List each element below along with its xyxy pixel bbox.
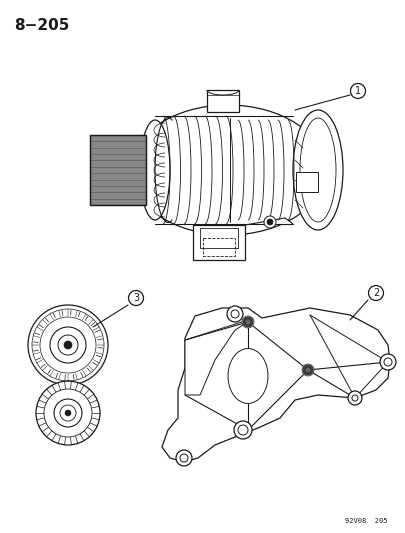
Circle shape: [64, 341, 72, 349]
Circle shape: [237, 425, 247, 435]
Bar: [202, 238, 234, 256]
Bar: [90, 135, 146, 205]
Circle shape: [65, 410, 71, 416]
Circle shape: [266, 219, 272, 225]
Circle shape: [383, 358, 391, 366]
Circle shape: [28, 305, 108, 385]
Bar: [192, 225, 244, 260]
Circle shape: [368, 286, 383, 301]
Circle shape: [128, 290, 143, 305]
Circle shape: [302, 365, 312, 375]
Text: 92V08  205: 92V08 205: [345, 518, 387, 524]
Ellipse shape: [140, 120, 170, 220]
Text: 8−205: 8−205: [14, 18, 69, 33]
Ellipse shape: [228, 349, 267, 403]
Circle shape: [244, 319, 250, 325]
Ellipse shape: [130, 105, 325, 235]
Circle shape: [243, 317, 252, 327]
Circle shape: [58, 335, 78, 355]
Circle shape: [230, 310, 239, 318]
Circle shape: [54, 399, 82, 427]
Circle shape: [60, 405, 76, 421]
Ellipse shape: [292, 110, 342, 230]
Circle shape: [347, 391, 361, 405]
Circle shape: [351, 395, 357, 401]
Circle shape: [36, 381, 100, 445]
Circle shape: [301, 364, 313, 376]
Circle shape: [350, 84, 364, 99]
Polygon shape: [192, 218, 292, 226]
Circle shape: [304, 367, 310, 373]
Text: 1: 1: [354, 86, 360, 96]
Polygon shape: [185, 320, 247, 395]
Bar: [295, 172, 317, 192]
Circle shape: [379, 354, 395, 370]
Text: 2: 2: [372, 288, 378, 298]
Circle shape: [50, 327, 86, 363]
Circle shape: [263, 216, 275, 228]
Circle shape: [226, 306, 243, 322]
Circle shape: [179, 454, 188, 462]
Circle shape: [44, 389, 92, 437]
Circle shape: [233, 421, 252, 439]
Polygon shape: [162, 308, 389, 462]
Circle shape: [175, 450, 192, 466]
Bar: [207, 90, 239, 112]
Circle shape: [241, 316, 254, 328]
Bar: [90, 135, 146, 205]
Text: 3: 3: [132, 293, 139, 303]
Bar: [200, 228, 237, 248]
